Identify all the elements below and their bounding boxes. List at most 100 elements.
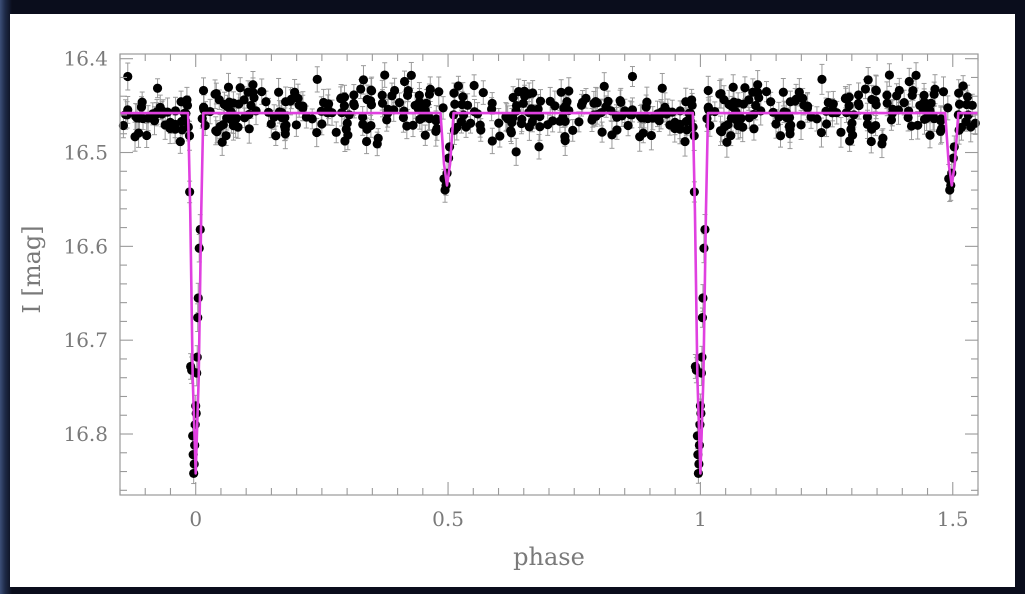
data-point	[627, 71, 638, 82]
data-point	[560, 132, 570, 142]
data-point	[601, 102, 611, 112]
data-point	[469, 80, 479, 91]
data-point	[913, 120, 923, 130]
data-point	[871, 86, 881, 96]
data-point	[919, 90, 929, 100]
data-point	[143, 113, 153, 123]
data-point	[729, 97, 739, 107]
data-point	[432, 124, 442, 134]
data-point	[592, 109, 602, 120]
data-point	[574, 117, 584, 127]
data-point	[377, 90, 387, 100]
data-point	[775, 131, 786, 141]
data-point	[444, 142, 455, 152]
data-point	[798, 93, 808, 103]
data-point	[911, 70, 921, 81]
data-point	[930, 84, 940, 94]
data-point	[160, 120, 170, 130]
data-point	[892, 91, 902, 101]
x-axis: 0 0.5 1 1.5	[119, 54, 979, 531]
data-point	[406, 70, 416, 81]
data-point	[958, 81, 968, 91]
data-point	[751, 100, 761, 111]
data-point	[821, 106, 831, 116]
data-point	[494, 118, 504, 128]
data-point	[853, 98, 864, 109]
data-point	[210, 89, 220, 99]
x-tick-label: 1.5	[937, 507, 969, 531]
data-point	[414, 97, 425, 107]
data-point	[943, 103, 953, 113]
data-point	[548, 116, 558, 126]
data-point	[592, 98, 602, 108]
data-point	[349, 98, 359, 109]
data-point	[646, 130, 657, 141]
data-point	[761, 87, 772, 97]
data-point	[224, 97, 234, 107]
data-point	[937, 124, 947, 134]
data-point	[358, 119, 368, 129]
data-point	[717, 127, 727, 137]
data-point	[623, 120, 633, 131]
data-point	[506, 126, 516, 136]
data-point	[715, 89, 725, 99]
data-point	[408, 120, 418, 130]
data-point	[398, 112, 409, 123]
data-point	[904, 76, 914, 87]
data-point	[888, 104, 898, 114]
data-point	[358, 75, 369, 85]
data-point	[728, 82, 738, 92]
data-point	[528, 88, 538, 98]
data-point	[555, 116, 565, 126]
data-point	[476, 125, 486, 135]
data-point	[853, 90, 864, 100]
data-point	[744, 95, 754, 105]
data-point	[545, 96, 555, 106]
data-point	[648, 113, 658, 123]
data-point	[462, 100, 473, 110]
data-point	[249, 93, 259, 103]
y-tick-label: 16.6	[63, 234, 108, 258]
data-point	[229, 118, 239, 128]
data-point	[766, 97, 776, 107]
data-point	[280, 121, 290, 131]
data-point	[564, 86, 574, 96]
y-axis: 16.4 16.5 16.6 16.7 16.8	[63, 47, 978, 491]
data-point	[699, 243, 709, 253]
data-point	[487, 136, 497, 146]
data-point	[246, 100, 256, 111]
data-point	[343, 130, 353, 140]
data-point	[687, 100, 697, 110]
data-point	[212, 127, 222, 137]
data-point	[312, 127, 322, 138]
data-point	[784, 121, 794, 131]
data-point	[387, 91, 397, 101]
data-point	[508, 92, 518, 103]
data-point	[281, 97, 291, 107]
data-point	[507, 118, 517, 128]
data-point	[535, 96, 546, 106]
data-point	[949, 142, 959, 152]
data-point	[785, 97, 795, 107]
data-point	[778, 87, 788, 97]
data-point	[421, 98, 431, 108]
data-point	[665, 120, 675, 130]
data-point	[922, 113, 932, 123]
data-point	[862, 112, 872, 122]
data-point	[336, 93, 346, 103]
data-point	[339, 101, 349, 111]
data-point	[518, 98, 528, 108]
data-point	[358, 112, 368, 122]
data-point	[802, 101, 813, 111]
data-point	[903, 112, 913, 123]
data-point	[478, 87, 488, 98]
data-point	[198, 85, 209, 96]
data-point	[816, 127, 827, 138]
data-point	[884, 70, 895, 80]
data-point	[599, 81, 609, 91]
data-point	[744, 113, 754, 123]
y-tick-label: 16.5	[63, 141, 108, 165]
data-point	[535, 122, 545, 132]
data-point	[860, 84, 871, 94]
data-point	[877, 139, 887, 149]
